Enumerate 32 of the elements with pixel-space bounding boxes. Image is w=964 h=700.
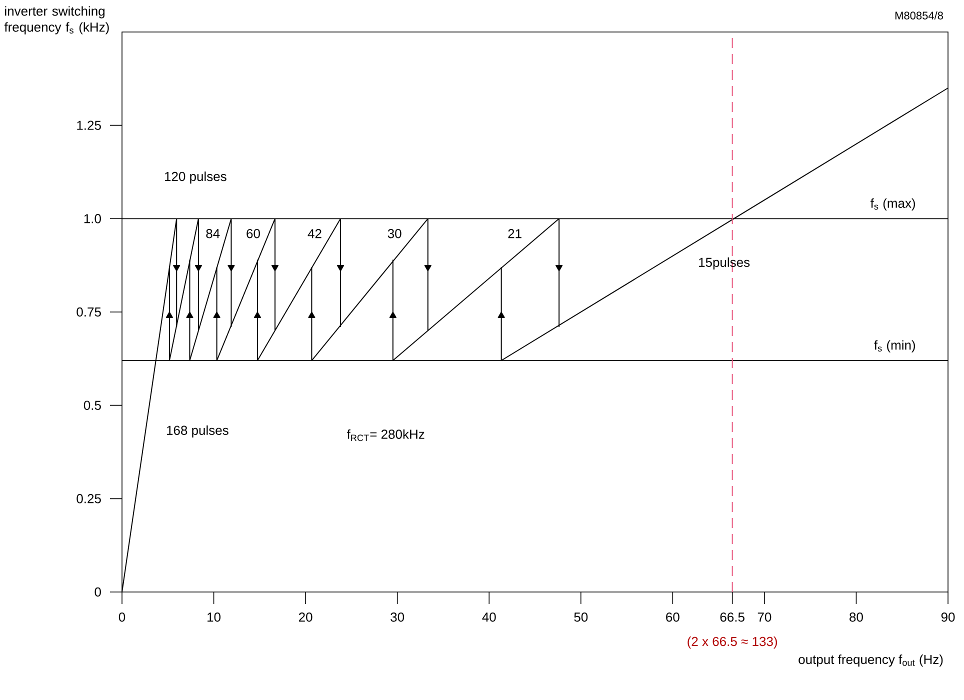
y-tick-label: 0.25 xyxy=(76,494,101,504)
annotation: 168 pulses xyxy=(166,425,228,438)
y-axis-title: inverter switching frequency f$_{s}$ (kHz) xyxy=(4,6,109,34)
x-tick-label: 10 xyxy=(208,612,220,622)
annotation: 84 xyxy=(206,228,220,238)
x-tick-label: 66.5 xyxy=(720,612,744,622)
y-tick-label: 0 xyxy=(94,587,101,597)
text: M80854/8 xyxy=(895,11,943,20)
ref-line-label: f$_{s}$ (min) xyxy=(874,340,915,352)
y-tick-label: 1.25 xyxy=(77,120,101,130)
x-tick-label: 50 xyxy=(574,612,588,622)
annotation: f$_{RCT}$= 280kHz xyxy=(346,429,424,442)
annotation: 30 xyxy=(388,228,402,238)
x-tick-label: 30 xyxy=(390,612,404,622)
x-tick-label: 40 xyxy=(482,612,496,622)
y-tick-label: 0.75 xyxy=(76,307,101,317)
annotation: 42 xyxy=(308,229,322,238)
x-tick-label: 70 xyxy=(758,612,772,622)
x-tick-label: 80 xyxy=(850,612,863,622)
annotation: 15pulses xyxy=(699,257,750,270)
annotation: 60 xyxy=(246,228,260,238)
x-axis-title: output frequency f$_{out}$ (Hz) xyxy=(798,654,943,667)
annotation: 120 pulses xyxy=(164,172,226,184)
x-tick-label: 20 xyxy=(298,612,312,622)
x-tick-label: 60 xyxy=(666,612,680,622)
x-tick-label: 90 xyxy=(941,612,955,622)
y-tick-label: 1.0 xyxy=(84,214,101,224)
y-tick-label: 0.5 xyxy=(84,400,101,410)
annotation: 21 xyxy=(508,229,522,238)
ref-line-label: f$_{s}$ (max) xyxy=(870,198,915,210)
text: (2 x 66.5 ≈ 133) xyxy=(688,636,777,649)
x-tick-label: 0 xyxy=(118,612,126,622)
